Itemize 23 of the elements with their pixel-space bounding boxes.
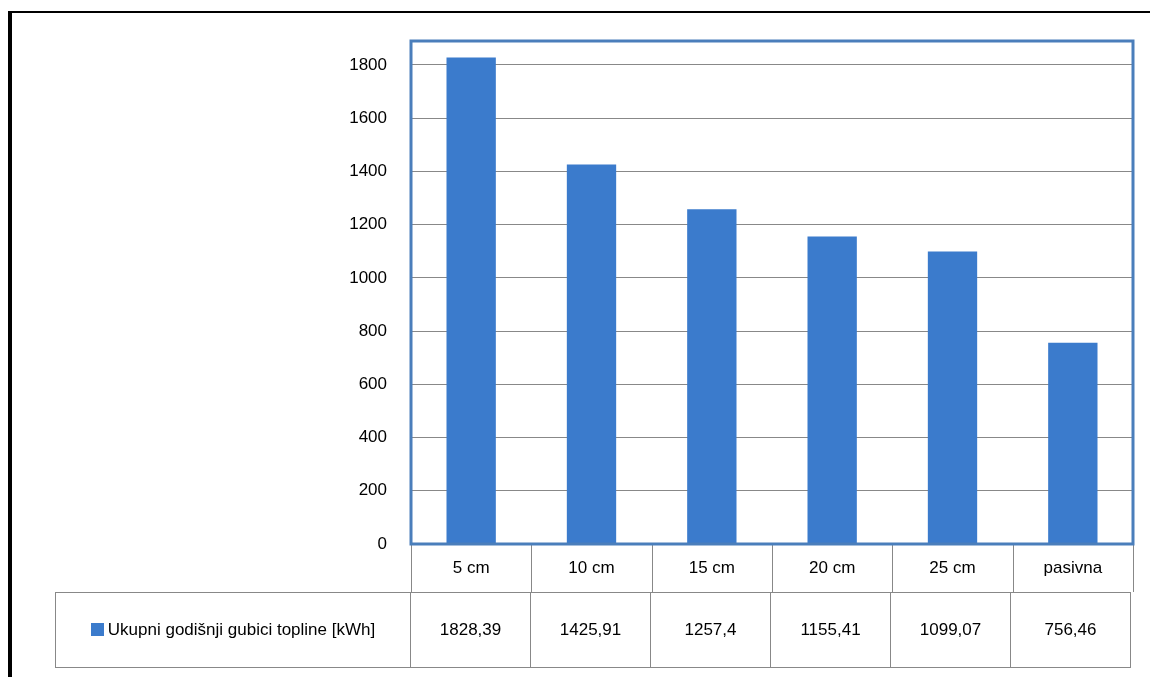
x-tick-label: pasivna — [1043, 557, 1103, 577]
data-label: 1828,39 — [410, 592, 531, 668]
y-tick-label: 600 — [358, 374, 387, 393]
data-label: 1425,91 — [530, 592, 651, 668]
legend-label: Ukupni godišnji gubici topline [kWh] — [55, 592, 411, 668]
y-tick-label: 1800 — [349, 54, 387, 74]
y-tick-label: 1200 — [349, 214, 387, 234]
y-tick-label: 1600 — [349, 107, 387, 127]
data-label: 1257,4 — [650, 592, 771, 668]
x-tick-label: 20 cm — [809, 557, 856, 577]
y-tick-label: 800 — [358, 320, 387, 340]
data-label: 1099,07 — [890, 592, 1011, 668]
data-label: 1155,41 — [770, 592, 891, 668]
y-tick-label: 0 — [377, 533, 387, 553]
y-tick-label: 1000 — [349, 267, 387, 287]
y-tick-label: 1400 — [349, 161, 387, 181]
data-label: 756,46 — [1010, 592, 1131, 668]
x-tick-label: 10 cm — [568, 557, 615, 577]
y-tick-label: 400 — [358, 427, 387, 447]
x-tick-label: 15 cm — [688, 557, 735, 577]
x-tick-label: 25 cm — [929, 557, 976, 577]
y-tick-label: 200 — [358, 480, 387, 500]
x-tick-label: 5 cm — [452, 557, 490, 577]
